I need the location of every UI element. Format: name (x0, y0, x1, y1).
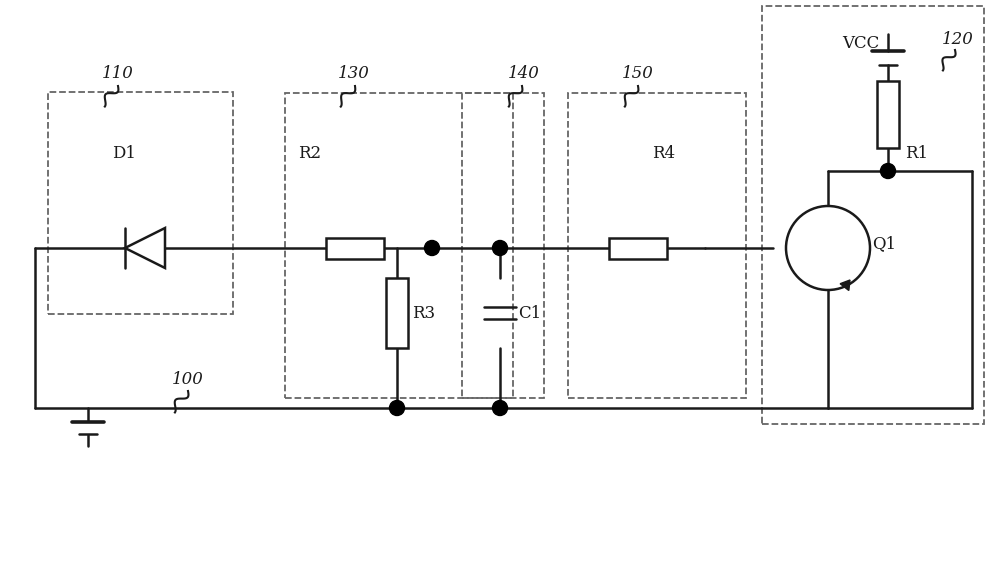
Bar (877, 81, 899, 148)
Circle shape (786, 206, 870, 290)
Bar (285, 93, 513, 398)
Text: R1: R1 (905, 145, 928, 162)
Circle shape (493, 401, 508, 415)
Text: Q1: Q1 (872, 235, 896, 252)
Text: R4: R4 (652, 145, 675, 162)
Text: R3: R3 (412, 305, 435, 322)
Text: 110: 110 (102, 65, 134, 82)
Bar (609, 238, 667, 259)
Text: 140: 140 (508, 65, 540, 82)
Text: VCC: VCC (842, 35, 879, 52)
Polygon shape (125, 228, 165, 268)
Bar (386, 278, 408, 348)
Circle shape (493, 241, 508, 255)
Circle shape (390, 401, 405, 415)
Circle shape (425, 241, 440, 255)
Text: C1: C1 (518, 305, 541, 322)
Text: 100: 100 (172, 371, 204, 388)
Polygon shape (840, 280, 850, 290)
Bar (326, 238, 384, 259)
Bar (568, 93, 746, 398)
Text: 150: 150 (622, 65, 654, 82)
Bar (48, 92, 233, 314)
Text: D1: D1 (112, 145, 136, 162)
Text: 120: 120 (942, 31, 974, 48)
Circle shape (881, 164, 896, 178)
Bar (762, 6, 984, 424)
Bar (462, 93, 544, 398)
Text: 130: 130 (338, 65, 370, 82)
Text: R2: R2 (298, 145, 321, 162)
